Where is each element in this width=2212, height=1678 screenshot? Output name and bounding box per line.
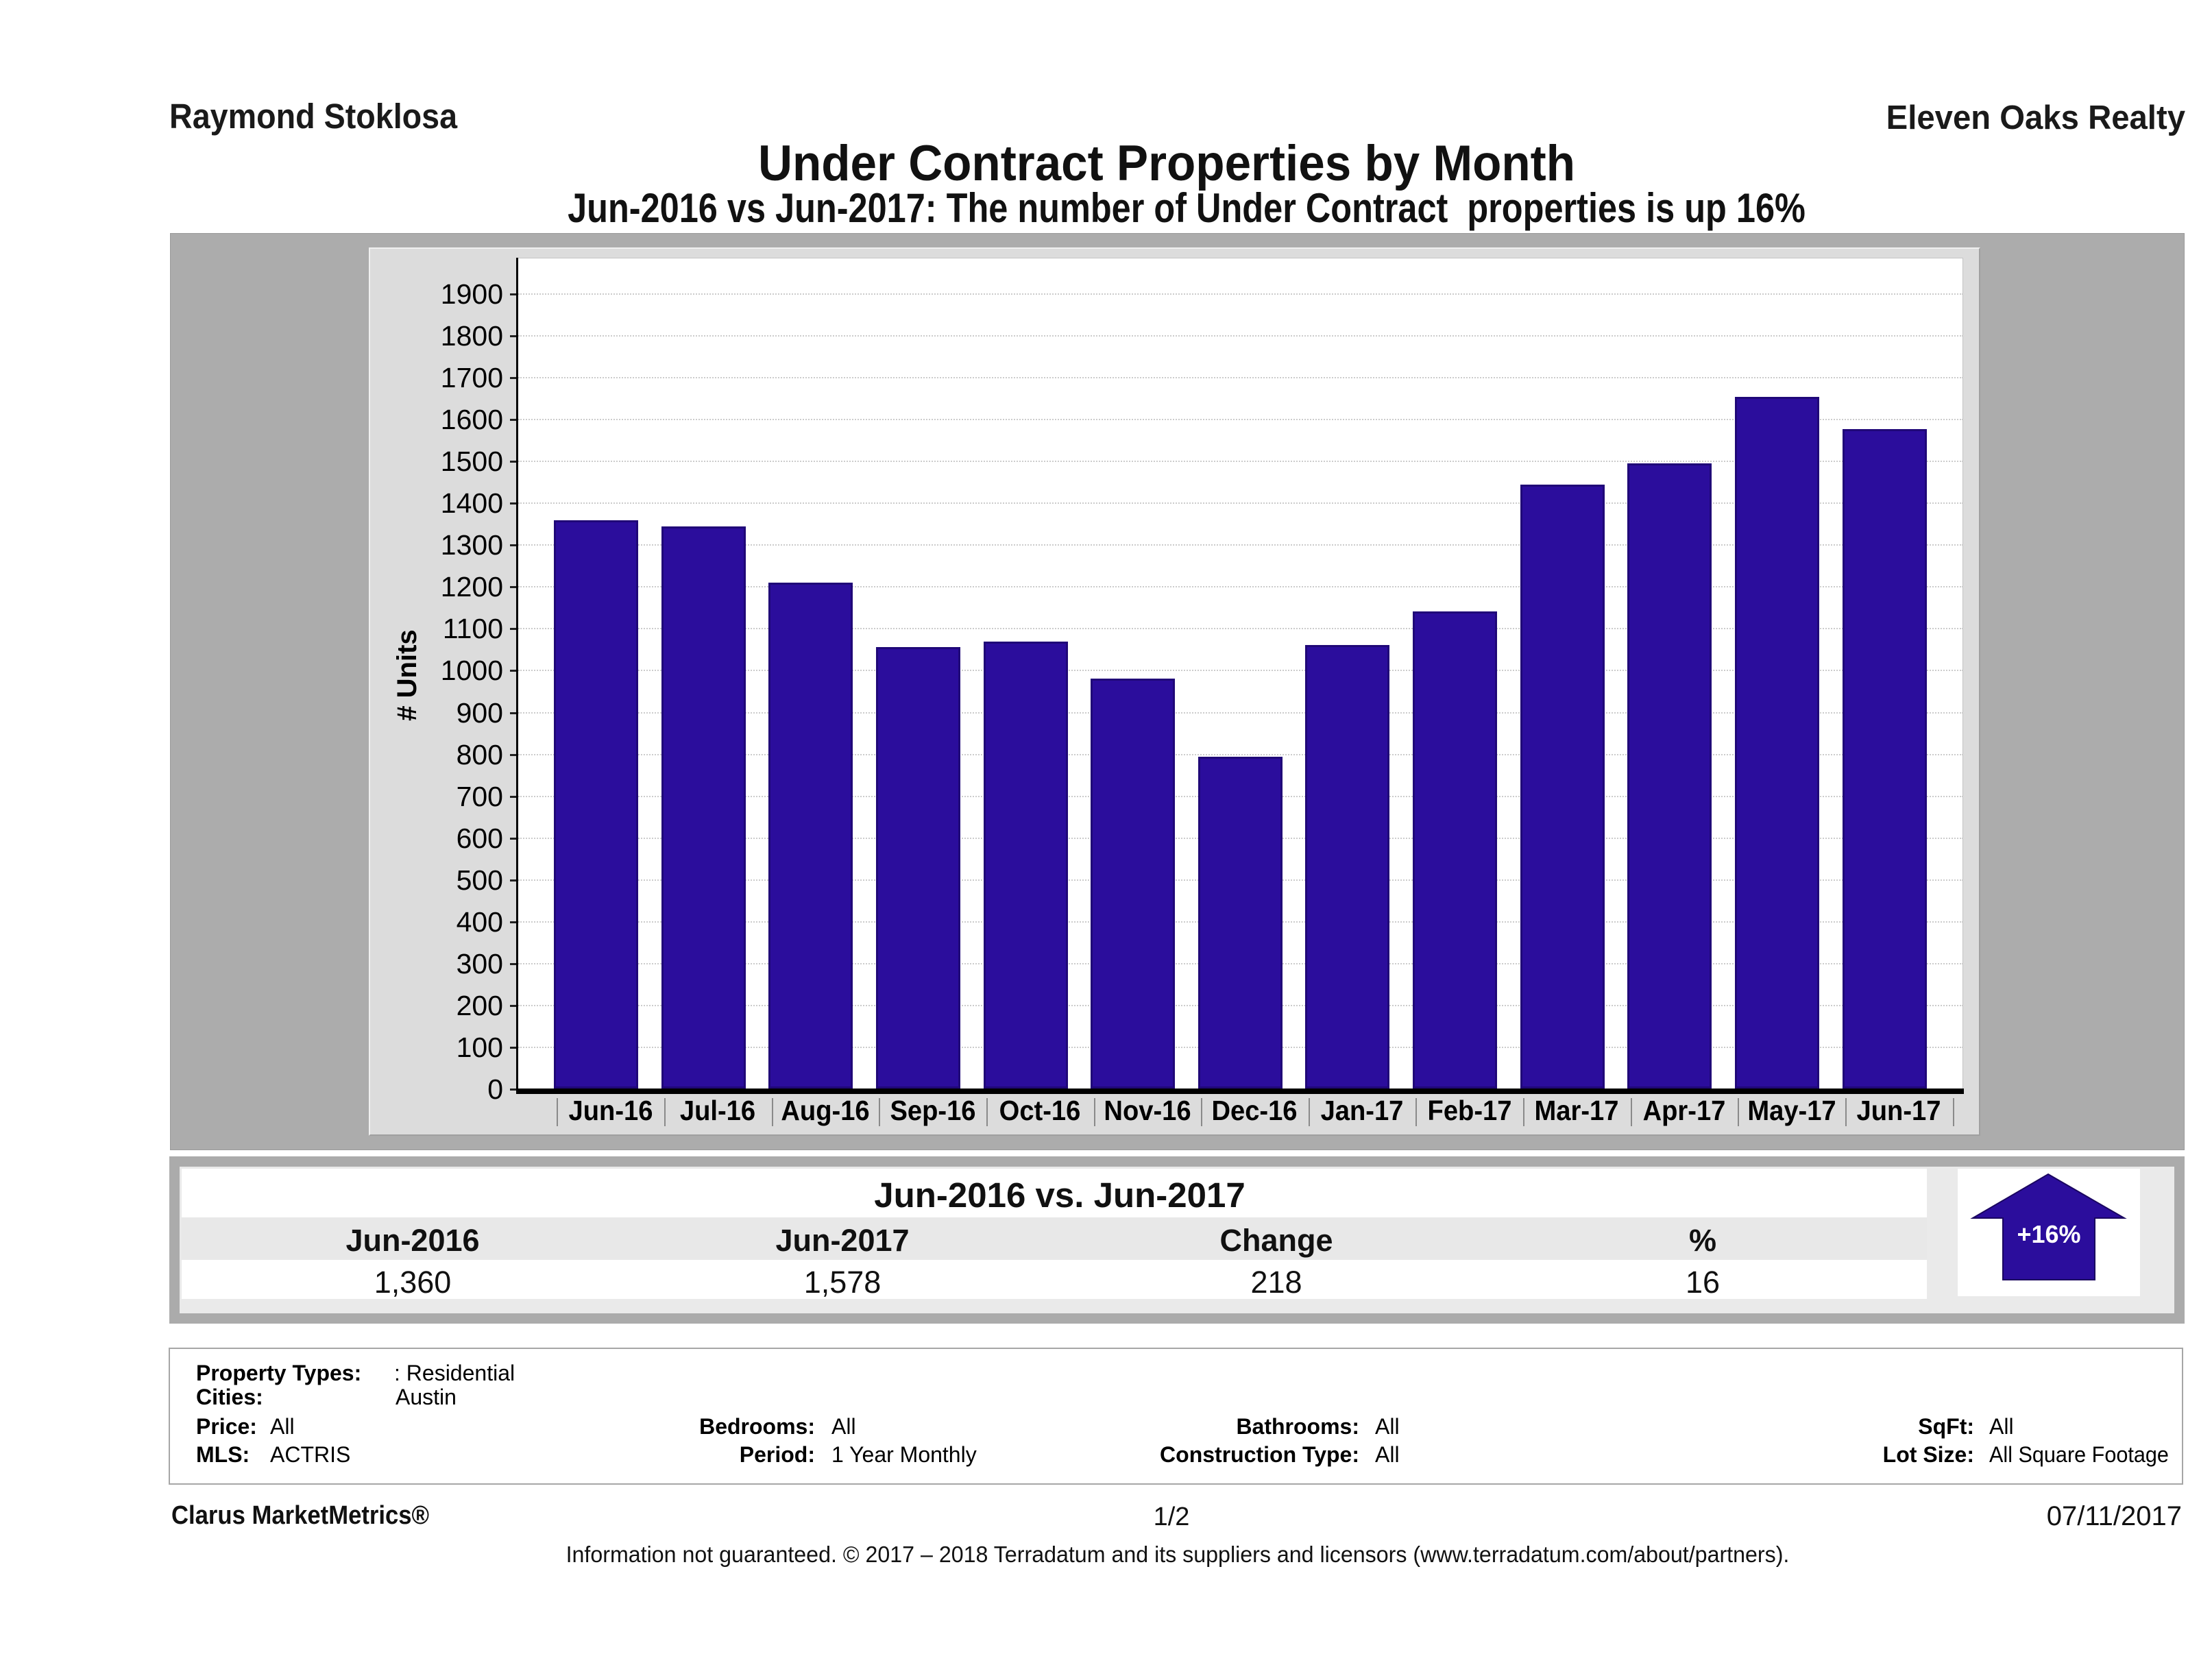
svg-text:+16%: +16%: [2017, 1220, 2080, 1248]
